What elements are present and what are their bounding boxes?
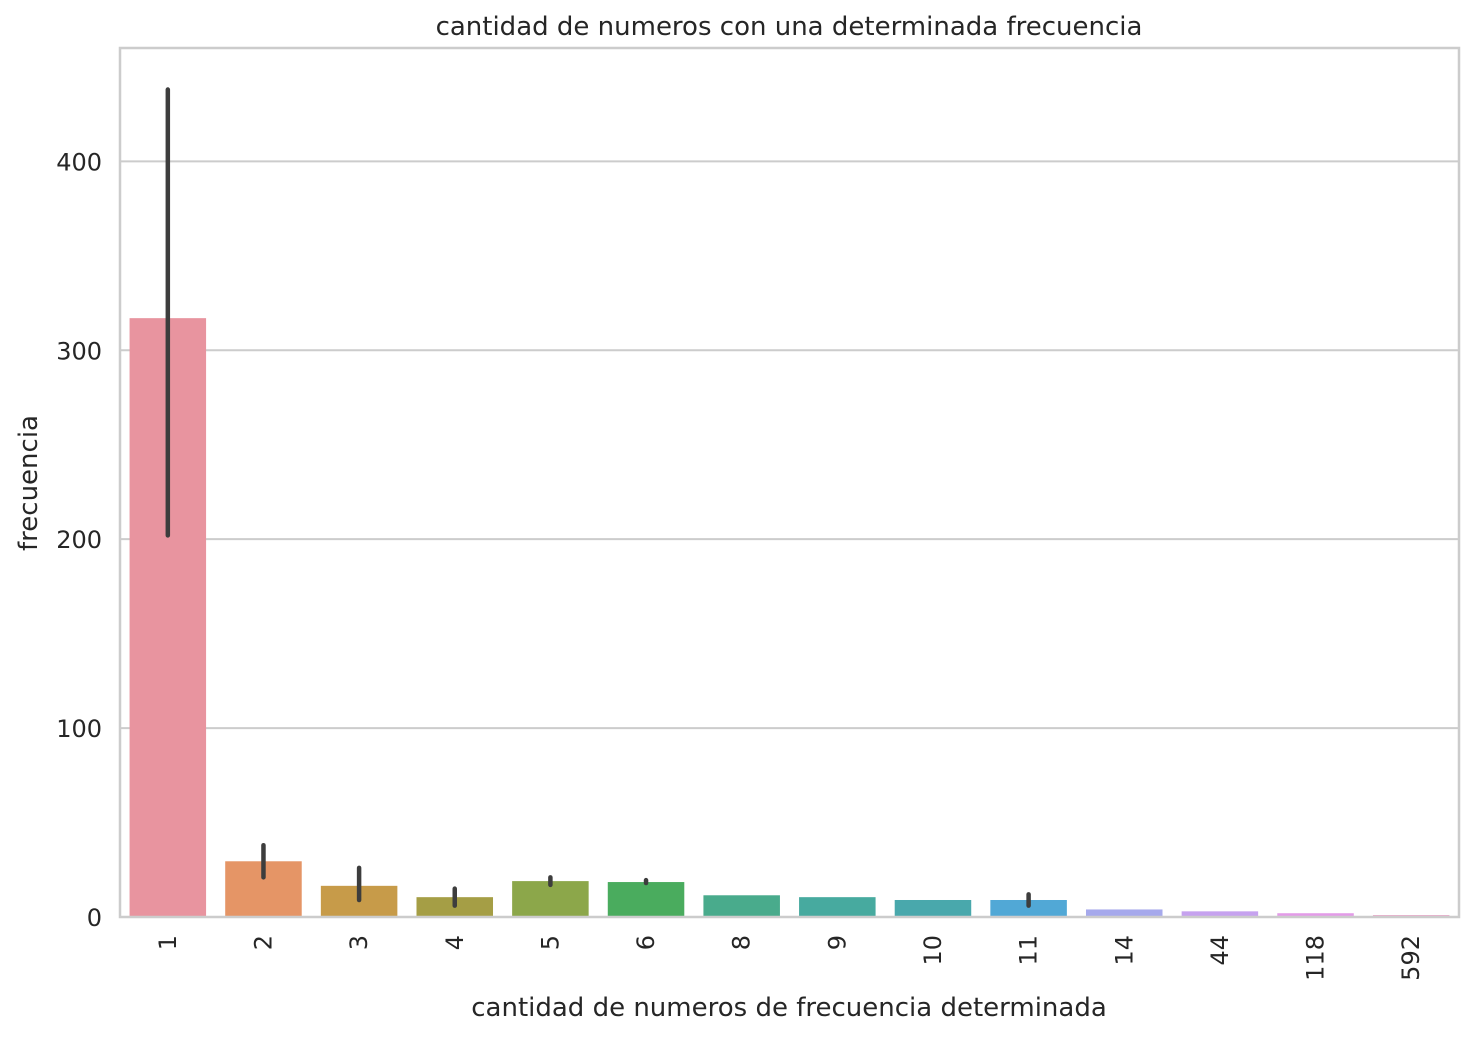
x-tick-label: 3 <box>345 935 373 950</box>
y-tick-label: 200 <box>56 526 102 554</box>
y-tick-label: 0 <box>87 904 102 932</box>
bar <box>990 899 1067 917</box>
x-tick-label: 4 <box>441 935 469 950</box>
x-tick-label: 5 <box>536 935 564 950</box>
bars <box>129 318 1450 918</box>
bar <box>894 899 972 917</box>
x-tick-labels: 1 2 3 4 5 6 8 9 10 11 14 44 118 592 <box>154 935 1425 981</box>
bar <box>703 895 780 917</box>
y-tick-label: 400 <box>56 148 102 176</box>
y-tick-label: 100 <box>56 715 102 743</box>
bar <box>607 882 685 917</box>
x-tick-label: 8 <box>728 935 756 950</box>
x-tick-label: 10 <box>919 935 947 966</box>
plot-frame <box>118 46 1461 919</box>
bar <box>799 897 876 917</box>
y-tick-label: 300 <box>56 337 102 365</box>
bar <box>1277 913 1354 917</box>
x-tick-label: 6 <box>632 935 660 950</box>
x-tick-label: 11 <box>1015 935 1043 966</box>
x-axis-label: cantidad de numeros de frecuencia determ… <box>471 993 1107 1023</box>
bar <box>1085 909 1163 917</box>
error-bars <box>165 87 1031 908</box>
x-tick-label: 2 <box>249 935 277 950</box>
y-tick-labels: 0 100 200 300 400 <box>56 148 102 932</box>
bar <box>1181 911 1259 917</box>
x-tick-label: 9 <box>823 935 851 950</box>
x-tick-label: 1 <box>154 935 182 950</box>
x-tick-label: 44 <box>1206 935 1234 966</box>
gridlines <box>120 160 1459 918</box>
chart-title: cantidad de numeros con una determinada … <box>436 12 1143 42</box>
x-tick-label: 592 <box>1397 935 1425 981</box>
y-axis-label: frecuencia <box>14 415 44 551</box>
x-tick-label: 14 <box>1110 935 1138 966</box>
x-tick-label: 118 <box>1302 935 1330 981</box>
